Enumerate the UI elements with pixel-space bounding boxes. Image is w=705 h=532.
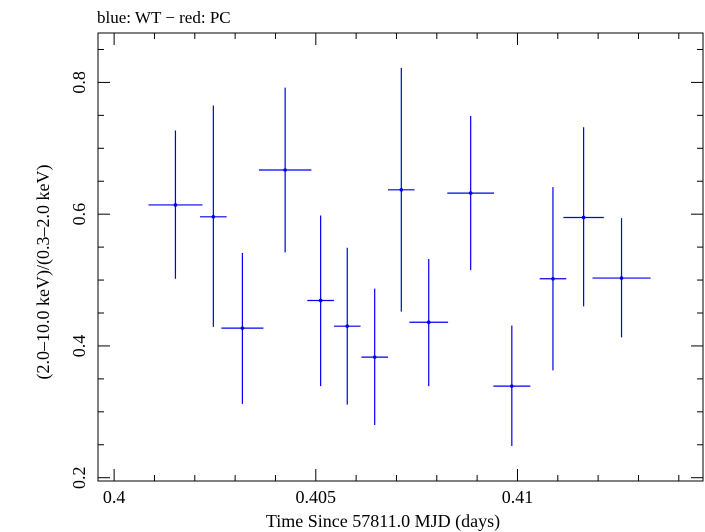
x-tick-label: 0.4 <box>103 487 126 507</box>
data-marker <box>581 215 586 220</box>
y-axis: 0.2 0.4 0.6 0.8 <box>69 48 703 489</box>
data-marker <box>240 326 245 330</box>
plot-frame <box>97 32 704 482</box>
data-point <box>493 325 531 447</box>
data-point <box>447 116 495 271</box>
data-marker <box>372 355 377 359</box>
data-marker <box>399 188 404 192</box>
data-point <box>148 130 203 279</box>
data-marker <box>426 320 431 325</box>
data-point <box>563 127 604 307</box>
data-marker <box>619 276 624 280</box>
y-axis-label: (2.0–10.0 keV)/(0.3–2.0 keV) <box>33 165 54 380</box>
data-series <box>148 67 651 447</box>
y-tick-label: 0.8 <box>69 71 89 94</box>
data-marker <box>510 384 514 388</box>
data-point <box>592 218 651 338</box>
x-axis: 0.4 0.405 0.41 <box>103 33 680 507</box>
data-point <box>221 253 264 404</box>
data-marker <box>551 276 555 281</box>
data-marker <box>211 215 216 219</box>
chart-title: blue: WT − red: PC <box>97 8 231 27</box>
x-tick-label: 0.405 <box>296 487 337 507</box>
data-point <box>409 258 449 387</box>
y-tick-label: 0.4 <box>69 335 89 358</box>
data-marker <box>283 168 287 172</box>
data-point <box>539 187 567 371</box>
y-tick-label: 0.2 <box>69 466 89 489</box>
y-tick-label: 0.6 <box>69 203 89 226</box>
data-marker <box>468 191 473 195</box>
x-axis-label: Time Since 57811.0 MJD (days) <box>266 511 500 532</box>
data-marker <box>345 324 350 328</box>
x-tick-label: 0.41 <box>502 487 534 507</box>
data-point <box>333 247 361 405</box>
data-point <box>307 215 334 387</box>
data-marker <box>318 298 323 303</box>
data-point <box>361 288 388 425</box>
data-point <box>387 67 415 312</box>
data-point <box>258 87 312 253</box>
data-point <box>200 105 227 327</box>
data-marker <box>173 203 178 207</box>
